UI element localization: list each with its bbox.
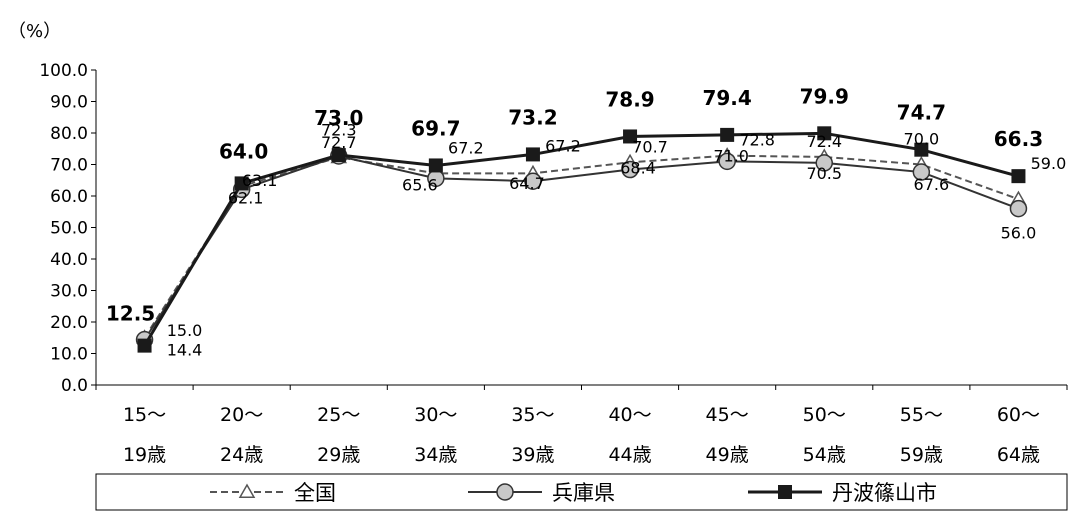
data-label: 64.0: [219, 139, 268, 163]
y-tick-label: 80.0: [50, 124, 88, 144]
point-marker: [331, 148, 346, 163]
data-label: 72.7: [321, 133, 357, 152]
x-tick-label: 55～: [900, 404, 943, 426]
point-marker: [778, 485, 792, 499]
point-marker: [1011, 169, 1026, 184]
data-label: 65.6: [402, 175, 438, 194]
x-tick-label: 20～: [220, 404, 263, 426]
x-tick-label: 54歳: [803, 444, 846, 466]
point-marker: [720, 127, 735, 142]
point-marker: [718, 152, 736, 171]
x-tick-label: 24歳: [220, 444, 263, 466]
data-label: 67.2: [545, 136, 581, 155]
x-tick-label: 44歳: [608, 444, 651, 466]
y-tick-label: 70.0: [50, 156, 88, 176]
data-label: 73.0: [314, 106, 363, 130]
x-tick-label: 64歳: [997, 444, 1040, 466]
x-tick-label: 59歳: [900, 444, 943, 466]
series-line-3: [143, 131, 1019, 347]
y-tick-labels: 0.0 10.0 20.0 30.0 40.0 50.0 60.0 70.0 80.0 90.0 1…: [39, 61, 88, 396]
data-label: 64.7: [509, 174, 545, 193]
point-marker: [234, 176, 249, 191]
point-marker: [525, 147, 540, 162]
data-label: 68.4: [620, 159, 656, 178]
x-tick-label: 25～: [317, 404, 360, 426]
point-marker: [238, 483, 256, 498]
series-line-1: [143, 154, 1019, 339]
x-tick-label: 29歳: [317, 444, 360, 466]
x-tick-labels: 15～ 19歳 20～ 24歳 25～ 29歳 30～ 34歳 35～ 39歳 40～ 44歳 45～ 4…: [123, 404, 1040, 466]
y-unit-label: （%）: [8, 21, 61, 42]
point-marker: [496, 483, 514, 501]
point-marker: [1009, 199, 1028, 218]
data-label: 72.3: [321, 120, 357, 139]
point-marker: [621, 160, 639, 179]
y-tick-label: 10.0: [50, 345, 88, 365]
y-tick-label: 100.0: [39, 61, 88, 81]
x-tick-label: 50～: [803, 404, 846, 426]
data-label: 74.7: [897, 101, 946, 125]
point-marker: [137, 338, 152, 353]
x-tick-label: 39歳: [511, 444, 554, 466]
x-tick-label: 19歳: [123, 444, 166, 466]
data-label: 56.0: [1001, 224, 1037, 243]
data-label: 70.7: [632, 137, 668, 156]
data-label: 67.2: [448, 138, 484, 157]
y-tick-label: 60.0: [50, 187, 88, 207]
data-label: 73.2: [508, 105, 557, 129]
series-line-2: [143, 154, 1019, 341]
legend-label: 丹波篠山市: [832, 481, 937, 505]
y-tick-label: 90.0: [50, 93, 88, 113]
legend-label: 全国: [294, 481, 336, 505]
point-marker: [428, 158, 443, 173]
y-tick-label: 20.0: [50, 313, 88, 333]
x-tick-label: 49歳: [706, 444, 749, 466]
series-lines: [135, 126, 1028, 353]
y-tick-label: 50.0: [50, 219, 88, 239]
data-label: 12.5: [106, 302, 155, 326]
data-label: 15.0: [167, 321, 203, 340]
data-label: 70.5: [806, 164, 842, 183]
point-marker: [912, 163, 931, 181]
data-label: 62.1: [228, 188, 264, 207]
data-label: 79.9: [800, 84, 849, 108]
y-tick-label: 40.0: [50, 250, 88, 270]
point-marker: [524, 172, 542, 190]
data-label: 67.6: [914, 175, 950, 194]
x-tick-label: 45～: [706, 404, 749, 426]
x-tick-label: 40～: [608, 404, 651, 426]
data-label: 70.0: [904, 130, 940, 149]
data-label: 66.3: [994, 127, 1043, 151]
y-tick-label: 30.0: [50, 282, 88, 302]
x-tick-label: 35～: [511, 404, 554, 426]
data-label: 71.0: [713, 146, 749, 165]
x-tick-label: 34歳: [414, 444, 457, 466]
data-labels: 15.0 63.1 72.3 67.2 67.2 70.7 72.8 72.4 70.0 59.0…: [106, 84, 1066, 359]
point-marker: [817, 126, 832, 141]
data-label: 79.4: [702, 86, 751, 110]
data-label: 14.4: [167, 341, 203, 360]
data-label: 69.7: [411, 116, 460, 140]
data-label: 72.4: [806, 132, 842, 151]
axes: [91, 69, 1068, 390]
data-label: 78.9: [605, 87, 654, 111]
x-tick-label: 60～: [997, 404, 1040, 426]
data-label: 63.1: [242, 171, 278, 190]
point-marker: [914, 142, 929, 157]
y-tick-label: 0.0: [61, 376, 88, 396]
data-label: 59.0: [1031, 154, 1067, 173]
x-tick-label: 15～: [123, 404, 166, 426]
data-label: 72.8: [739, 131, 775, 150]
point-marker: [623, 129, 638, 144]
x-tick-label: 30～: [414, 404, 457, 426]
legend: 全国 兵庫県 丹波篠山市: [95, 473, 1068, 511]
point-marker: [815, 154, 833, 172]
legend-label: 兵庫県: [552, 481, 615, 505]
